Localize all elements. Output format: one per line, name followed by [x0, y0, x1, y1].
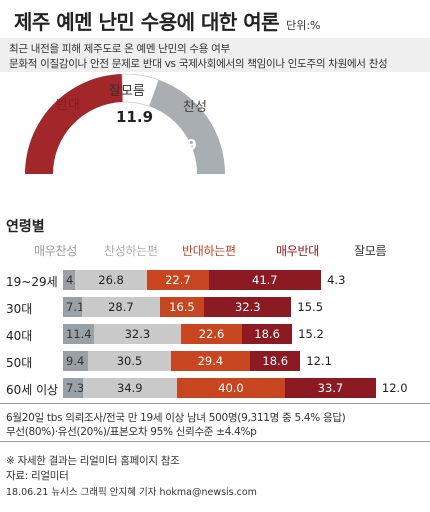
- bar-value-strong-oppose: 33.7: [317, 381, 344, 395]
- bar-segment-support: [88, 351, 171, 371]
- bar-value-undecided: 4.3: [327, 273, 346, 287]
- bar-segment-strong-support: [63, 378, 83, 398]
- bar-value-support: 34.9: [117, 381, 143, 395]
- bar-value-strong-support: 11.4: [66, 327, 92, 341]
- bar-segment-support: [74, 270, 148, 290]
- bar-value-strong-oppose: 18.6: [262, 354, 289, 368]
- bar-segment-strong-support: [63, 324, 94, 344]
- footnote-source: 자료: 리얼미터: [6, 470, 69, 482]
- bar-segment-strong-support: [63, 297, 83, 317]
- bar-value-undecided: 15.5: [297, 300, 324, 314]
- bar-value-support: 26.8: [98, 273, 124, 287]
- row-label: 19~29세: [6, 275, 58, 289]
- bar-segment-strong-oppose: [242, 324, 293, 344]
- bar-segment-strong-oppose: [208, 270, 322, 290]
- gauge-value-oppose: 49.1: [65, 136, 103, 154]
- footnote-credit: 18.06.21 뉴시스 그래픽 안지혜 기자 hokma@newsis.com: [6, 487, 257, 498]
- column-head-strong-oppose: 매우반대: [276, 244, 319, 258]
- bar-segment-strong-oppose: [284, 378, 376, 398]
- bar-value-support: 28.7: [108, 300, 134, 314]
- description-box: 최근 내전을 피해 제주도로 온 예멘 난민의 수용 여부 문화적 이질감이나 …: [0, 38, 430, 72]
- gauge-label-support: 찬성: [183, 100, 207, 115]
- gauge-value-support: 39: [176, 136, 197, 154]
- bar-segment-oppose: [180, 324, 242, 344]
- bar-value-undecided: 12.1: [306, 354, 332, 368]
- bar-segment-strong-support: [63, 351, 89, 371]
- footnote-divider-2: [0, 441, 430, 442]
- bar-value-strong-support: 7.1: [66, 300, 85, 314]
- bar-segment-oppose: [170, 351, 251, 371]
- row-label: 60세 이상: [6, 383, 59, 397]
- gauge-slice-oppose: [25, 74, 123, 174]
- row-label: 40대: [6, 329, 33, 343]
- column-head-oppose: 반대하는편: [182, 244, 236, 258]
- bar-segment-oppose: [176, 378, 285, 398]
- bar-value-strong-oppose: 41.7: [252, 273, 278, 287]
- row-label: 50대: [6, 356, 33, 370]
- title-row: 제주 예멘 난민 수용에 대한 여론 단위:%: [14, 6, 321, 35]
- column-head-strong-support: 매우찬성: [34, 244, 77, 258]
- bar-segment-strong-oppose: [204, 297, 292, 317]
- footnote-reference: ※ 자세한 결과는 리얼미터 홈페이지 참조: [6, 455, 180, 467]
- footnote-divider: [0, 403, 430, 404]
- description-line-2: 문화적 이질감이나 안전 문제로 반대 vs 국제사회에서의 책임이나 인도주의…: [9, 58, 388, 70]
- bar-value-support: 32.3: [124, 327, 151, 341]
- gauge-slice-support: [149, 79, 225, 174]
- bar-value-oppose: 16.5: [169, 300, 195, 314]
- gauge-label-undecided: 잘모름: [109, 84, 145, 99]
- bar-value-strong-support: 9.4: [66, 354, 85, 368]
- bar-value-strong-oppose: 32.3: [235, 300, 261, 314]
- bar-segment-support: [82, 297, 160, 317]
- bar-segment-oppose: [159, 297, 205, 317]
- bar-value-support: 30.5: [116, 354, 143, 368]
- bar-value-undecided: 12.0: [381, 381, 408, 395]
- bar-value-strong-oppose: 18.6: [254, 327, 280, 341]
- gauge-label-oppose: 반대: [56, 98, 80, 113]
- bar-segment-support: [93, 324, 181, 344]
- bar-value-undecided: 15.2: [298, 327, 324, 341]
- bar-segment-strong-support: [63, 270, 75, 290]
- footnote-survey: 6월20일 tbs 의뢰조사/전국 만 19세 이상 남녀 500명(9,311…: [6, 412, 346, 424]
- unit-label: 단위:%: [286, 19, 321, 32]
- bar-value-oppose: 22.6: [198, 327, 225, 341]
- bar-value-oppose: 22.7: [165, 273, 191, 287]
- gauge-value-undecided: 11.9: [116, 108, 154, 126]
- bar-value-oppose: 40.0: [218, 381, 244, 395]
- column-head-undecided: 잘모름: [354, 244, 387, 258]
- opinion-gauge: [25, 74, 225, 174]
- row-label: 30대: [6, 302, 33, 316]
- bar-value-oppose: 29.4: [197, 354, 224, 368]
- bar-segment-strong-oppose: [250, 351, 301, 371]
- bar-segment-oppose: [147, 270, 209, 290]
- age-section-title: 연령별: [6, 219, 45, 235]
- bar-value-strong-support: 7.3: [66, 381, 85, 395]
- page-title: 제주 예멘 난민 수용에 대한 여론: [14, 10, 280, 34]
- column-head-support: 찬성하는편: [104, 244, 158, 258]
- bar-segment-support: [82, 378, 177, 398]
- description-line-1: 최근 내전을 피해 제주도로 온 예멘 난민의 수용 여부: [9, 43, 230, 55]
- footnote-method: 무선(80%)·유선(20%)/표본오차 95% 신뢰수준 ±4.4%p: [6, 426, 257, 438]
